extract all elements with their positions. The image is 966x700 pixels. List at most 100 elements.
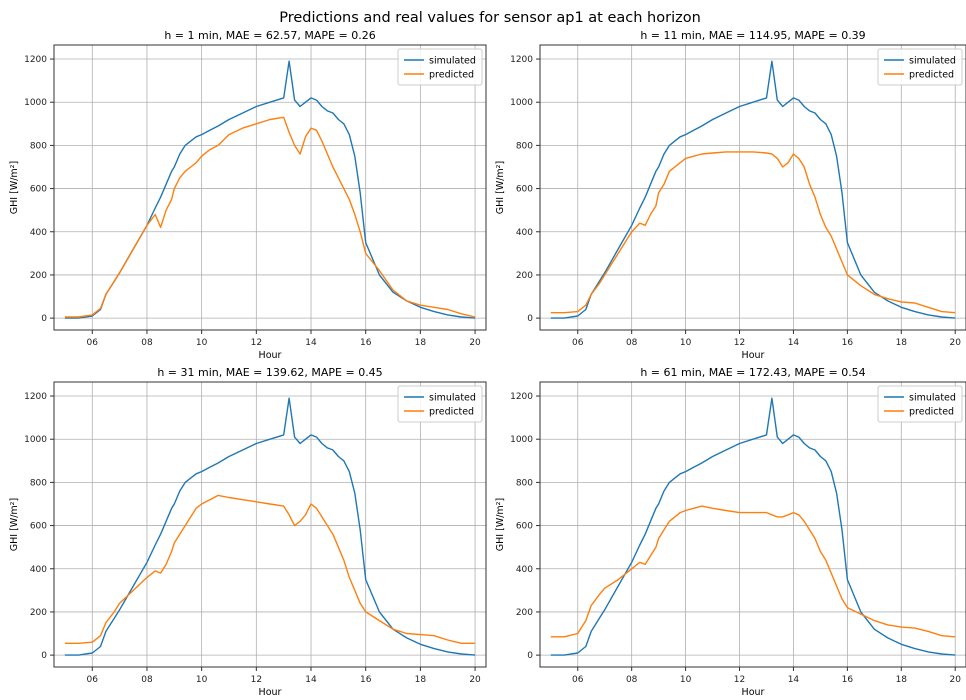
y-tick-label: 800 [516, 141, 533, 151]
y-tick-label: 600 [516, 522, 533, 532]
y-axis-label: GHI [W/m²] [495, 161, 506, 214]
chart-panel-1: 0 200 400 600 800 1000 1200 06 08 10 12 14 16 18 20 h =… [9, 29, 487, 361]
x-tick-label: 08 [141, 338, 153, 348]
x-tick-label: 06 [572, 338, 584, 348]
y-tick-label: 600 [30, 522, 47, 532]
x-tick-label: 12 [251, 338, 262, 348]
y-tick-label: 0 [527, 651, 533, 661]
plot-frame [539, 44, 966, 331]
x-tick-label: 08 [626, 675, 638, 685]
x-tick-label: 14 [788, 338, 800, 348]
x-axis-label: Hour [259, 687, 282, 698]
x-tick-label: 20 [469, 675, 481, 685]
x-tick-label: 14 [305, 675, 317, 685]
plot-frame [53, 381, 487, 668]
series-line-predicted [64, 494, 476, 644]
legend-label-simulated: simulated [429, 56, 476, 67]
series-line-predicted [550, 505, 956, 638]
x-tick-label: 10 [196, 338, 208, 348]
x-tick-label: 12 [734, 338, 745, 348]
chart-panel-4: 0 200 400 600 800 1000 1200 06 08 10 12 14 16 18 20 h =… [495, 366, 966, 698]
legend-box [877, 48, 963, 86]
y-tick-label: 600 [516, 185, 533, 195]
legend-label-predicted: predicted [909, 70, 954, 81]
legend-label-simulated: simulated [909, 56, 956, 67]
legend: simulated predicted [397, 48, 483, 86]
series-line-predicted [550, 151, 956, 314]
chart-panel-3: 0 200 400 600 800 1000 1200 06 08 10 12 14 16 18 20 h =… [9, 366, 487, 698]
y-tick-label: 1000 [24, 98, 47, 108]
y-tick-label: 400 [30, 228, 47, 238]
x-tick-label: 10 [680, 338, 692, 348]
y-axis-label: GHI [W/m²] [495, 498, 506, 551]
legend-label-simulated: simulated [429, 393, 476, 404]
x-tick-label: 18 [896, 338, 908, 348]
legend: simulated predicted [397, 385, 483, 423]
y-tick-label: 400 [516, 565, 533, 575]
legend-box [397, 385, 483, 423]
legend-label-predicted: predicted [909, 407, 954, 418]
series-line-simulated [64, 60, 476, 319]
x-tick-label: 08 [141, 675, 153, 685]
y-tick-label: 600 [30, 185, 47, 195]
x-tick-label: 20 [949, 338, 961, 348]
plot-frame [539, 381, 966, 668]
x-tick-label: 06 [87, 675, 99, 685]
plot-frame [53, 44, 487, 331]
x-tick-label: 16 [360, 675, 372, 685]
legend-label-simulated: simulated [909, 393, 956, 404]
x-tick-label: 18 [415, 338, 427, 348]
x-tick-label: 16 [360, 338, 372, 348]
series-line-simulated [550, 60, 956, 319]
panel-title: h = 31 min, MAE = 139.62, MAPE = 0.45 [157, 366, 382, 379]
legend-box [877, 385, 963, 423]
x-tick-label: 10 [680, 675, 692, 685]
y-tick-label: 1200 [510, 55, 533, 65]
y-tick-label: 200 [516, 271, 533, 281]
x-tick-label: 20 [949, 675, 961, 685]
x-axis-label: Hour [259, 350, 282, 361]
x-tick-label: 18 [415, 675, 427, 685]
y-tick-label: 800 [516, 478, 533, 488]
x-tick-label: 06 [87, 338, 99, 348]
y-tick-label: 0 [41, 651, 47, 661]
y-tick-label: 200 [516, 608, 533, 618]
x-axis-label: Hour [742, 687, 765, 698]
chart-panel-2: 0 200 400 600 800 1000 1200 06 08 10 12 14 16 18 20 h =… [495, 29, 966, 361]
panel-title: h = 1 min, MAE = 62.57, MAPE = 0.26 [164, 29, 375, 42]
legend: simulated predicted [877, 385, 963, 423]
series-line-simulated [550, 397, 956, 656]
x-tick-label: 10 [196, 675, 208, 685]
series-line-predicted [64, 116, 476, 318]
legend-label-predicted: predicted [429, 70, 474, 81]
y-tick-label: 1200 [24, 55, 47, 65]
x-tick-label: 14 [788, 675, 800, 685]
legend: simulated predicted [877, 48, 963, 86]
x-axis-label: Hour [742, 350, 765, 361]
y-tick-label: 1200 [24, 392, 47, 402]
figure-title: Predictions and real values for sensor a… [279, 10, 701, 26]
y-tick-label: 1000 [510, 98, 533, 108]
y-tick-label: 1000 [24, 435, 47, 445]
y-tick-label: 400 [30, 565, 47, 575]
legend-label-predicted: predicted [429, 407, 474, 418]
x-tick-label: 08 [626, 338, 638, 348]
panel-title: h = 11 min, MAE = 114.95, MAPE = 0.39 [640, 29, 865, 42]
y-tick-label: 0 [41, 314, 47, 324]
x-tick-label: 18 [896, 675, 908, 685]
y-axis-label: GHI [W/m²] [9, 161, 20, 214]
y-tick-label: 200 [30, 608, 47, 618]
x-tick-label: 20 [469, 338, 481, 348]
series-line-simulated [64, 397, 476, 656]
y-tick-label: 400 [516, 228, 533, 238]
y-tick-label: 1000 [510, 435, 533, 445]
y-tick-label: 200 [30, 271, 47, 281]
panel-title: h = 61 min, MAE = 172.43, MAPE = 0.54 [640, 366, 865, 379]
y-tick-label: 0 [527, 314, 533, 324]
x-tick-label: 12 [734, 675, 745, 685]
x-tick-label: 12 [251, 675, 262, 685]
y-tick-label: 1200 [510, 392, 533, 402]
y-axis-label: GHI [W/m²] [9, 498, 20, 551]
x-tick-label: 16 [842, 338, 854, 348]
